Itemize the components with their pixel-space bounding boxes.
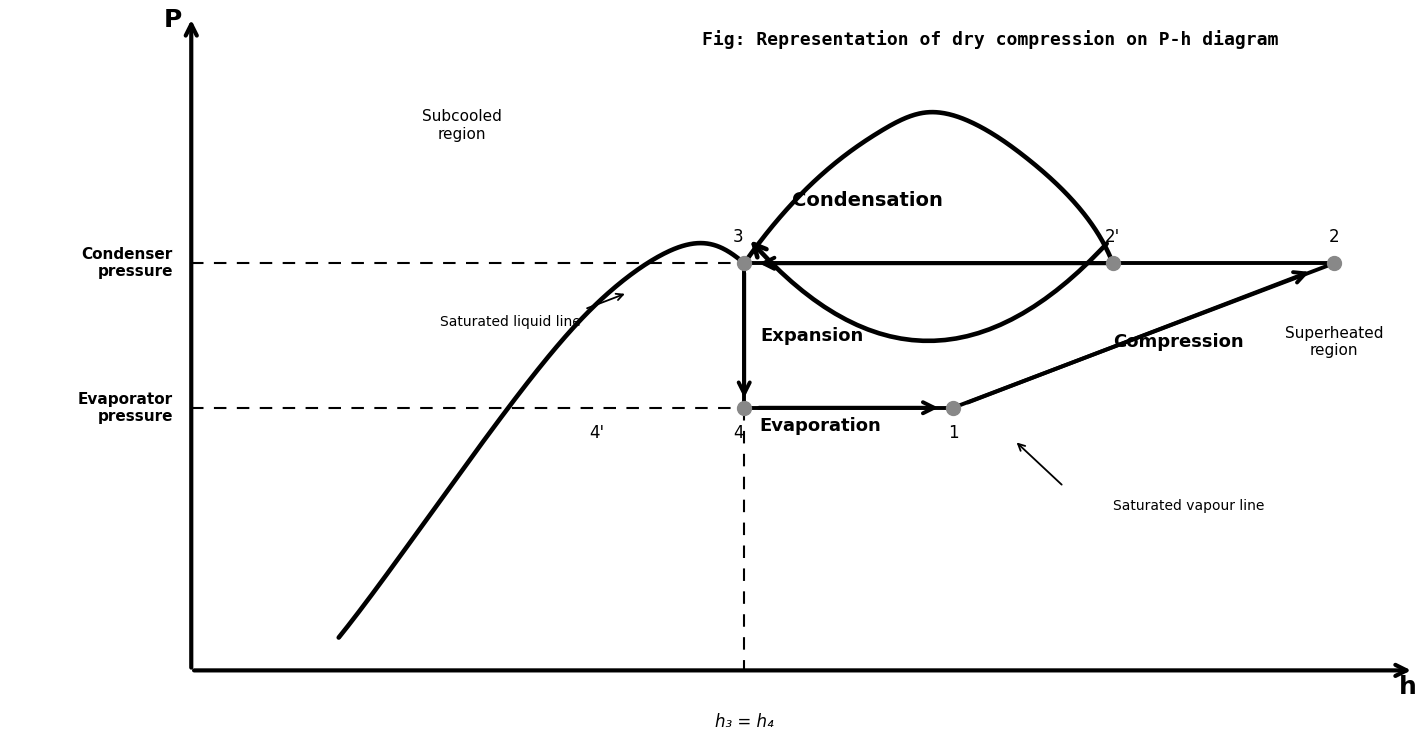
Text: 2: 2 [1329,228,1340,246]
Text: h₃ = h₄: h₃ = h₄ [715,713,773,731]
Text: 3: 3 [732,228,743,246]
Text: Compression: Compression [1113,333,1243,351]
Text: Expansion: Expansion [761,326,863,345]
Text: P: P [164,8,183,32]
Text: Condensation: Condensation [792,192,943,210]
Text: 4: 4 [733,424,743,441]
Text: 1: 1 [948,424,959,441]
Text: Subcooled
region: Subcooled region [421,109,501,142]
Text: Superheated
region: Superheated region [1284,326,1383,358]
Text: Condenser
pressure: Condenser pressure [81,247,173,279]
Text: Saturated liquid line: Saturated liquid line [441,315,581,329]
Text: h: h [1398,675,1417,699]
Text: Evaporator
pressure: Evaporator pressure [77,392,173,424]
Text: Saturated vapour line: Saturated vapour line [1113,499,1264,513]
Text: Evaporation: Evaporation [759,417,880,435]
Text: 4': 4' [589,424,604,441]
Text: 2': 2' [1106,228,1120,246]
Text: Fig: Representation of dry compression on P-h diagram: Fig: Representation of dry compression o… [702,30,1279,49]
